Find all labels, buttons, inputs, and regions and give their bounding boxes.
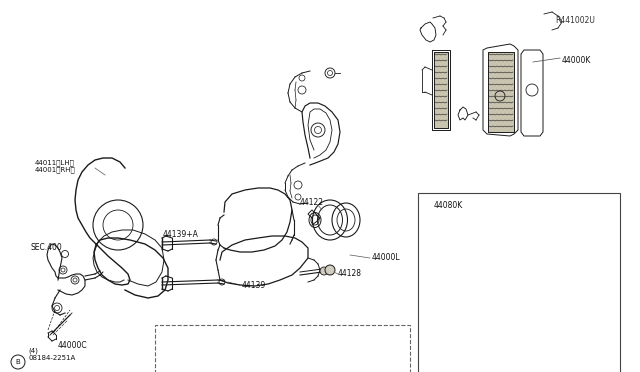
Bar xyxy=(488,52,514,132)
Bar xyxy=(488,52,514,132)
Text: 44139: 44139 xyxy=(242,280,266,289)
Text: SEC.400: SEC.400 xyxy=(30,244,61,253)
Text: 44011〈LH〉: 44011〈LH〉 xyxy=(35,160,75,166)
Circle shape xyxy=(320,267,328,275)
Text: 44000K: 44000K xyxy=(562,55,591,64)
Text: 44128: 44128 xyxy=(338,269,362,278)
Bar xyxy=(434,52,448,128)
Text: 44001〈RH〉: 44001〈RH〉 xyxy=(35,167,76,173)
Text: (4): (4) xyxy=(28,348,38,354)
Text: 44122: 44122 xyxy=(300,198,324,206)
Circle shape xyxy=(325,265,335,275)
Text: 08184-2251A: 08184-2251A xyxy=(28,355,76,361)
Bar xyxy=(434,52,448,128)
Text: 44000L: 44000L xyxy=(372,253,401,263)
Bar xyxy=(418,193,620,372)
Text: R441002U: R441002U xyxy=(555,16,595,25)
Text: B: B xyxy=(15,359,20,365)
Bar xyxy=(155,325,410,372)
Text: 44080K: 44080K xyxy=(433,201,463,209)
Text: 44000C: 44000C xyxy=(58,340,88,350)
Text: 44139+A: 44139+A xyxy=(163,230,199,238)
